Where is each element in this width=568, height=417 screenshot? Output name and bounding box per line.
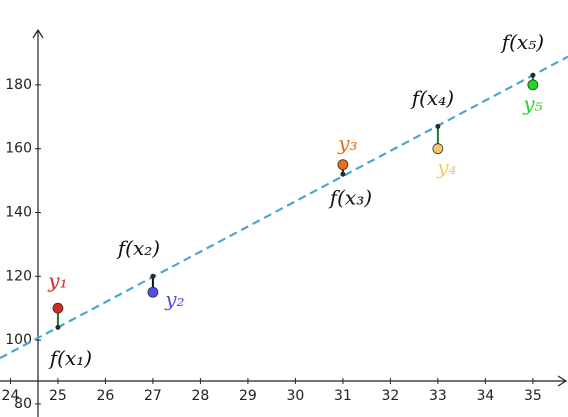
y-tick-label: 100 [5, 332, 32, 348]
x-tick-label: 28 [192, 388, 210, 404]
y-tick-label: 140 [5, 204, 32, 220]
observed-label: y₅ [522, 91, 542, 115]
fitted-point [530, 72, 536, 78]
observed-point [527, 79, 539, 91]
observed-label: y₃ [337, 131, 357, 155]
y-tick-label: 180 [5, 77, 32, 93]
y-tick-label: 160 [5, 141, 32, 157]
x-tick-label: 26 [97, 388, 115, 404]
x-tick-label: 33 [429, 388, 447, 404]
fitted-point [55, 324, 61, 330]
fitted-label: f(x₅) [500, 30, 544, 54]
observed-label: y₄ [436, 155, 456, 179]
observed-point [432, 143, 444, 155]
x-tick-label: 24 [2, 388, 20, 404]
y-tick-label: 120 [5, 268, 32, 284]
fitted-label: f(x₄) [410, 86, 454, 110]
fitted-label: f(x₁) [48, 346, 92, 370]
fitted-label: f(x₂) [116, 236, 160, 260]
fitted-point [150, 273, 156, 279]
observed-point [337, 159, 349, 171]
x-tick-label: 27 [144, 388, 162, 404]
observed-point [147, 286, 159, 298]
x-tick-label: 30 [286, 388, 304, 404]
observed-point [52, 302, 64, 314]
observed-label: y₁ [47, 269, 67, 293]
x-tick-label: 32 [381, 388, 399, 404]
regression-line [0, 55, 568, 360]
y-tick-label: 80 [14, 396, 32, 412]
axes [0, 28, 568, 417]
y-axis-arrow [32, 28, 44, 39]
x-tick-label: 29 [239, 388, 257, 404]
x-tick-label: 34 [476, 388, 494, 404]
fitted-label: f(x₃) [328, 186, 372, 210]
x-tick-label: 31 [334, 388, 352, 404]
x-tick-label: 25 [49, 388, 67, 404]
x-axis-arrow [557, 375, 568, 387]
fitted-point [435, 123, 441, 129]
observed-label: y₂ [164, 287, 184, 311]
fitted-point [340, 171, 346, 177]
x-tick-label: 35 [524, 388, 542, 404]
